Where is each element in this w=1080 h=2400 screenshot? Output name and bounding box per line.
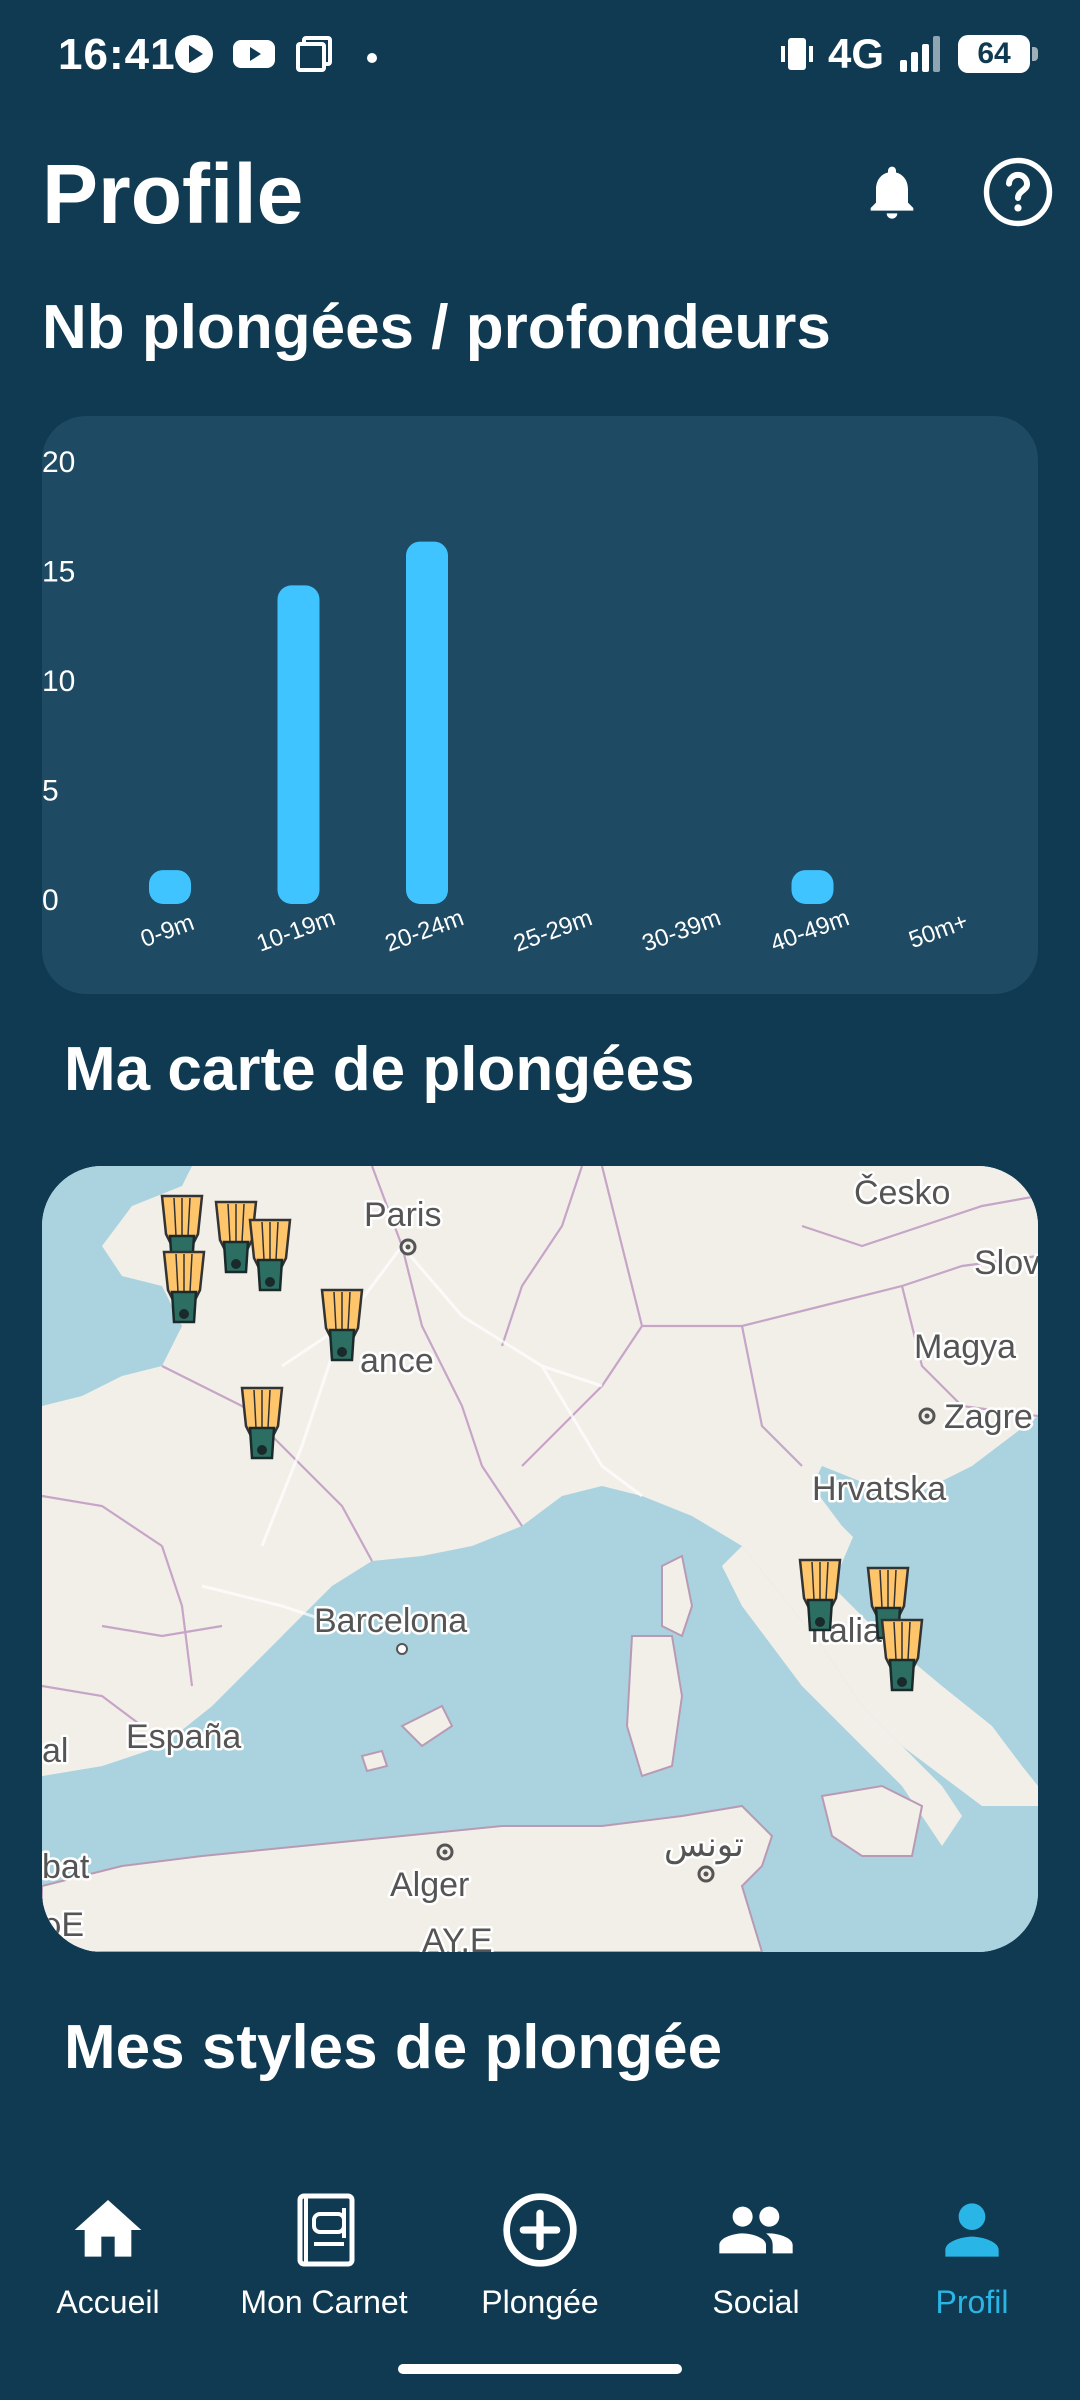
status-time: 16:41: [58, 30, 176, 79]
status-right: 4G 64: [780, 30, 1038, 78]
chart-bar: [791, 870, 834, 904]
map-label-barcelona: Barcelona: [314, 1602, 467, 1640]
map-label-alger: Alger: [390, 1866, 469, 1904]
map-label-tunis: تونس: [664, 1826, 744, 1865]
x-tick-label: 50m+: [905, 908, 971, 954]
status-bar: 16:41 4G 64: [0, 0, 1080, 120]
network-label: 4G: [827, 30, 884, 77]
y-tick-label: 5: [42, 775, 59, 808]
y-tick-label: 20: [42, 446, 75, 479]
person-icon: [945, 2203, 999, 2257]
x-tick-label: 25-29m: [510, 904, 596, 957]
x-tick-label: 10-19m: [253, 904, 339, 957]
x-tick-label: 40-49m: [767, 904, 853, 957]
nav-label-social: Social: [712, 2284, 800, 2320]
map-label-magya: Magya: [914, 1328, 1016, 1366]
logbook-icon: [297, 2193, 355, 2267]
styles-section-title: Mes styles de plongée: [64, 2013, 723, 2082]
map-label-hrvatska: Hrvatska: [812, 1470, 946, 1508]
play-circle-icon: [175, 35, 213, 73]
battery-icon: 64: [958, 35, 1038, 73]
dive-map[interactable]: Paris ance Česko Slov Magya Zagre Hrvats…: [42, 1166, 1038, 1952]
depth-chart: 20 15 10 5 0 0-9m 10-19m 20-24m 25-29m 30-39m 40-4…: [42, 446, 972, 958]
x-tick-label: 0-9m: [137, 909, 198, 953]
nav-label-mon-carnet: Mon Carnet: [240, 2284, 408, 2320]
signal-icon: [900, 36, 940, 72]
copy-icon: [296, 36, 332, 72]
nav-plongee[interactable]: Plongée: [440, 2190, 640, 2321]
youtube-icon: [233, 40, 275, 68]
nav-label-plongee: Plongée: [481, 2284, 599, 2320]
map-label-al: al: [42, 1732, 68, 1770]
nav-mon-carnet[interactable]: Mon Carnet: [224, 2190, 424, 2321]
people-icon: [719, 2206, 793, 2254]
nav-social[interactable]: Social: [656, 2190, 856, 2321]
x-tick-label: 30-39m: [639, 904, 725, 957]
map-label-bottom1: ρE: [42, 1906, 84, 1944]
map-label-bottom2: ΑΥ.Ε: [422, 1922, 493, 1952]
map-label-cesko: Česko: [854, 1174, 950, 1212]
nav-label-accueil: Accueil: [56, 2284, 160, 2320]
help-icon[interactable]: [982, 156, 1054, 228]
bottom-nav: Accueil Mon Carnet Plongée Social Profil: [0, 2140, 1080, 2400]
map-label-bat: bat: [42, 1848, 90, 1886]
depth-chart-card: 20 15 10 5 0 0-9m 10-19m 20-24m 25-29m 30-39m 40-4…: [42, 416, 1038, 994]
chart-bar: [277, 585, 320, 904]
y-tick-label: 15: [42, 556, 75, 589]
map-label-france: ance: [360, 1342, 434, 1380]
y-tick-label: 10: [42, 665, 75, 698]
depth-section-title: Nb plongées / profondeurs: [42, 293, 831, 362]
map-label-zagreb: Zagre: [944, 1398, 1033, 1436]
home-indicator[interactable]: [398, 2364, 682, 2374]
chart-bar: [149, 870, 191, 904]
app-bar: Profile: [0, 120, 1080, 260]
map-section-title: Ma carte de plongées: [64, 1035, 695, 1104]
map-label-paris: Paris: [364, 1196, 441, 1234]
nav-accueil[interactable]: Accueil: [8, 2190, 208, 2321]
bell-icon[interactable]: [860, 160, 924, 224]
map-label-espana: España: [126, 1718, 241, 1756]
y-tick-label: 0: [42, 884, 59, 917]
dot-icon: [367, 53, 377, 63]
nav-profil[interactable]: Profil: [872, 2190, 1072, 2321]
page-title: Profile: [42, 147, 304, 241]
map-canvas[interactable]: Paris ance Česko Slov Magya Zagre Hrvats…: [42, 1166, 1038, 1952]
add-circle-icon: [503, 2193, 577, 2267]
chart-bar: [406, 541, 448, 904]
battery-level: 64: [977, 37, 1011, 70]
nav-label-profil: Profil: [935, 2284, 1009, 2320]
map-label-slov: Slov: [974, 1244, 1038, 1282]
vibrate-icon: [780, 38, 813, 70]
x-tick-label: 20-24m: [382, 904, 468, 957]
home-icon: [74, 2200, 142, 2257]
